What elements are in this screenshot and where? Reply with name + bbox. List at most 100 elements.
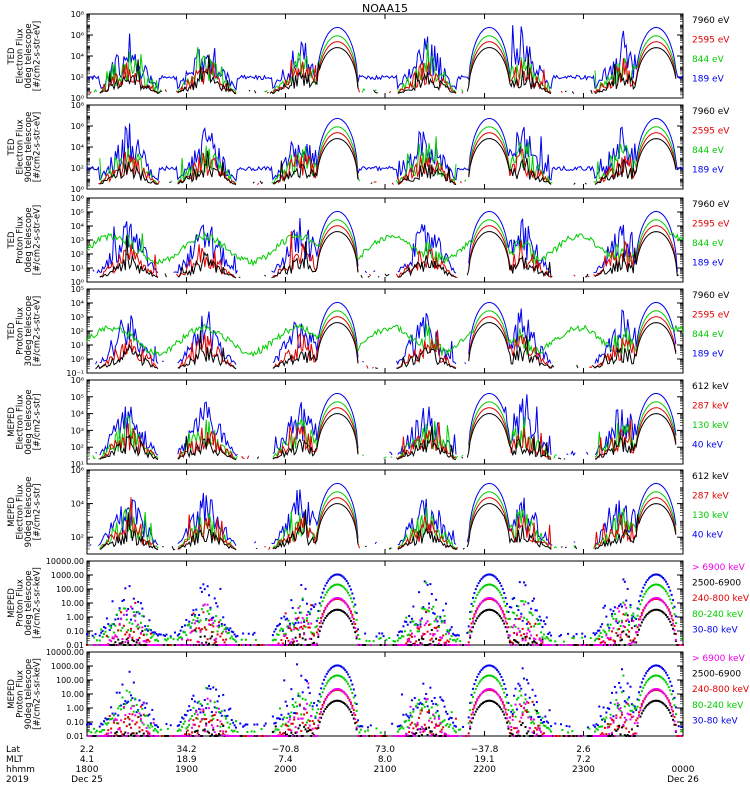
data-point [261, 644, 264, 646]
data-point [176, 644, 179, 646]
data-point [544, 735, 547, 737]
data-point [429, 735, 432, 737]
data-point [331, 585, 334, 588]
data-point [139, 644, 142, 646]
data-point [598, 629, 601, 632]
data-point [332, 700, 335, 703]
data-point [484, 597, 487, 600]
data-point [351, 616, 354, 619]
data-point [425, 700, 428, 703]
time-axis-hhmm: 2100 [374, 765, 397, 775]
data-point [314, 626, 317, 629]
data-point [345, 589, 348, 592]
data-point [274, 721, 277, 724]
data-point [337, 674, 340, 677]
data-point [558, 735, 561, 737]
data-point [510, 606, 513, 609]
data-point [128, 644, 131, 646]
data-point [342, 677, 345, 680]
data-point [535, 733, 538, 736]
data-point [320, 716, 323, 719]
legend-entry: 240-800 keV [692, 685, 750, 695]
data-point [440, 644, 443, 646]
data-point [328, 587, 331, 590]
data-point [403, 720, 406, 723]
data-point [270, 644, 273, 646]
data-point [640, 612, 643, 615]
data-point [453, 729, 456, 732]
data-point [253, 735, 256, 737]
data-point [427, 708, 430, 711]
data-point [129, 644, 132, 646]
data-point [260, 728, 263, 731]
legend-entry: > 6900 keV [692, 563, 746, 573]
data-point [186, 624, 189, 627]
data-point [220, 624, 223, 627]
data-point [412, 734, 415, 737]
data-point [642, 610, 645, 613]
data-point [473, 713, 476, 716]
data-point [219, 635, 222, 638]
data-point [137, 710, 140, 713]
data-point [615, 717, 618, 720]
data-point [618, 703, 621, 706]
data-point [490, 664, 493, 667]
data-point [659, 598, 662, 601]
data-point [504, 596, 507, 599]
data-point [452, 735, 455, 737]
data-point [276, 728, 279, 731]
data-point [320, 596, 323, 599]
data-point [278, 622, 281, 625]
data-point [398, 631, 401, 634]
data-point [199, 629, 202, 632]
data-point [298, 635, 301, 638]
data-point [470, 701, 473, 704]
data-point [555, 735, 558, 737]
data-point [205, 641, 208, 644]
data-point [595, 727, 598, 730]
data-point [355, 726, 358, 729]
data-point [297, 727, 300, 730]
data-point [331, 609, 334, 612]
data-point [273, 644, 276, 646]
data-point [412, 620, 415, 623]
data-point [635, 707, 638, 710]
data-point [185, 634, 188, 637]
data-point [142, 634, 145, 637]
data-point [496, 703, 499, 706]
data-point [94, 633, 97, 636]
data-point [110, 624, 113, 627]
data-point [315, 631, 318, 634]
data-point [351, 713, 354, 716]
data-point [183, 624, 186, 627]
data-point [98, 634, 101, 637]
data-point [137, 638, 140, 641]
data-point [322, 611, 325, 614]
data-point [511, 626, 514, 629]
data-point [524, 725, 527, 728]
time-axis-hhmm: 2200 [473, 765, 496, 775]
legend-entry: 844 eV [692, 239, 725, 249]
data-point [357, 735, 360, 737]
data-point [443, 735, 446, 737]
data-point [486, 688, 489, 691]
data-point [257, 735, 260, 737]
y-tick-label: 10⁶ [71, 376, 84, 385]
data-point [403, 630, 406, 633]
data-point [636, 614, 639, 617]
data-point [520, 615, 523, 618]
data-point [493, 666, 496, 669]
data-point [670, 708, 673, 711]
data-point [410, 721, 413, 724]
data-point [524, 709, 527, 712]
data-point [497, 589, 500, 592]
data-point [342, 586, 345, 589]
data-point [524, 639, 527, 642]
data-point [283, 635, 286, 638]
data-point [276, 633, 279, 636]
data-point [300, 625, 303, 628]
data-point [541, 640, 544, 643]
data-point [416, 644, 419, 646]
data-point [659, 609, 662, 612]
